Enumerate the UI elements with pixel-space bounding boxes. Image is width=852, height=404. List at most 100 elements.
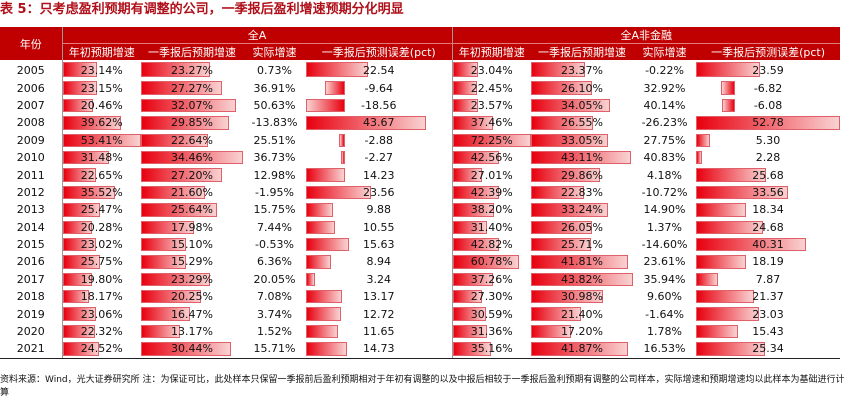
cell-value: -26.23% [641,116,688,130]
value-cell: -0.22% [633,60,696,79]
value-cell: 15.10% [141,236,243,253]
cell-value: 23.03 [752,307,784,321]
error-bar [696,237,807,252]
data-bar [452,168,482,182]
table-row: 2006 23.15% 27.27% 36.91% -9.64 22.45% 26.10% 3… [0,79,840,97]
value-cell: -9.64 [306,79,452,96]
value-cell: 3.74% [243,305,306,322]
value-cell: 2.28 [696,149,840,166]
year-header: 年份 [0,27,62,60]
data-bar [62,255,101,269]
value-cell: 20.25% [141,288,243,305]
cell-value: 19.80% [80,272,123,286]
cell-value: 7.87 [755,272,781,286]
table-row: 2013 25.47% 25.64% 15.75% 9.88 38.20% 33.24% 14… [0,201,840,219]
table-row: 2015 23.02% 15.10% -0.53% 15.63 42.82% 25.71% -… [0,235,840,254]
year-cell: 2009 [16,133,45,147]
value-cell: 43.82% [531,271,633,288]
data-bar [452,98,479,113]
cell-value: 25.51% [253,133,296,147]
value-cell: 9.60% [633,288,696,305]
value-cell: 7.87 [696,271,840,288]
data-bar [141,290,201,304]
value-cell: 15.75% [243,201,306,218]
value-cell: 31.48% [61,148,141,167]
value-cell: 20.05% [243,271,306,288]
group-header-non-financial: 全A非金融 [451,27,841,44]
cell-value: 23.29% [171,272,213,286]
value-cell: 17.20% [531,323,633,340]
value-cell: 25.75% [61,253,141,271]
cell-value: 30.98% [561,290,603,304]
data-bar [531,185,585,200]
cell-value: 30.44% [171,342,213,356]
error-bar [696,150,703,165]
value-cell: 16.53% [633,340,697,359]
cell-value: 1.78% [647,325,682,339]
value-cell: 30.98% [531,288,633,305]
value-cell: 27.27% [141,79,243,96]
table-row: 2017 19.80% 23.29% 20.05% 3.24 37.26% 43.82% 35… [0,270,840,289]
cell-value: 31.36% [470,325,513,339]
data-bar [141,237,186,252]
error-bar-negative [339,133,346,147]
value-cell: 19.80% [61,270,141,289]
data-bar [531,133,608,147]
cell-value: 42.56% [470,151,513,165]
error-bar [696,342,766,356]
value-cell: 33.56 [696,184,840,201]
error-bar [306,116,427,130]
cell-value: 23.61% [643,255,686,269]
year-cell: 2005 [16,64,45,78]
cell-value: 23.15% [80,81,123,95]
data-bar [62,203,100,217]
cell-value: 27.01% [470,168,513,182]
year-cell: 2016 [16,255,45,269]
cell-value: 20.28% [80,220,123,234]
cell-value: 23.57% [470,98,513,112]
source-note: 资料来源：Wind，光大证券研究所 注：为保证可比，此处样本只保留一季报前后盈利… [0,375,845,398]
cell-value: 11.65 [363,325,395,339]
cell-value: 35.16% [470,342,513,356]
value-cell: 14.73 [306,340,453,359]
value-cell: 14.23 [306,166,452,183]
cell-value: 25.71% [561,238,603,252]
value-cell: 11.65 [306,323,452,340]
cell-value: 20.05% [253,272,296,286]
cell-value: 22.64% [171,133,213,147]
value-cell: 23.59 [696,60,840,79]
value-cell: 35.16% [451,340,532,359]
cell-value: 20.46% [80,98,123,112]
error-bar [306,220,336,234]
value-cell: 42.39% [451,183,532,202]
year-cell: 2006 [16,81,45,95]
cell-value: 22.83% [561,185,603,199]
value-cell: 32.07% [141,97,243,114]
data-bar [452,290,483,304]
value-cell: -1.64% [633,305,696,322]
data-bar [141,81,222,95]
cell-value: 50.63% [253,98,296,112]
error-bar [696,203,747,217]
cell-value: -18.56 [361,98,397,112]
cell-value: -1.64% [645,307,684,321]
value-cell: 27.30% [451,288,532,306]
data-bar [531,324,572,339]
value-cell: 21.60% [141,184,243,201]
value-cell: 20.28% [61,218,141,236]
value-cell: -18.56 [306,97,452,114]
value-cell: 22.54 [306,60,452,79]
value-cell: 25.51% [243,132,306,149]
data-bar [141,98,236,113]
value-cell: 37.46% [451,114,532,132]
cell-value: 35.52% [80,185,123,199]
value-cell: 16.47% [141,305,243,322]
cell-value: 6.36% [257,255,292,269]
table-row: 2010 31.48% 34.46% 36.73% -2.27 42.56% 43.11% 4… [0,148,840,167]
error-bar [696,290,755,304]
error-bar [306,342,347,356]
cell-value: 23.14% [80,64,123,78]
data-bar [62,98,93,113]
value-cell: 26.05% [531,219,633,236]
value-cell: 42.82% [451,235,532,254]
